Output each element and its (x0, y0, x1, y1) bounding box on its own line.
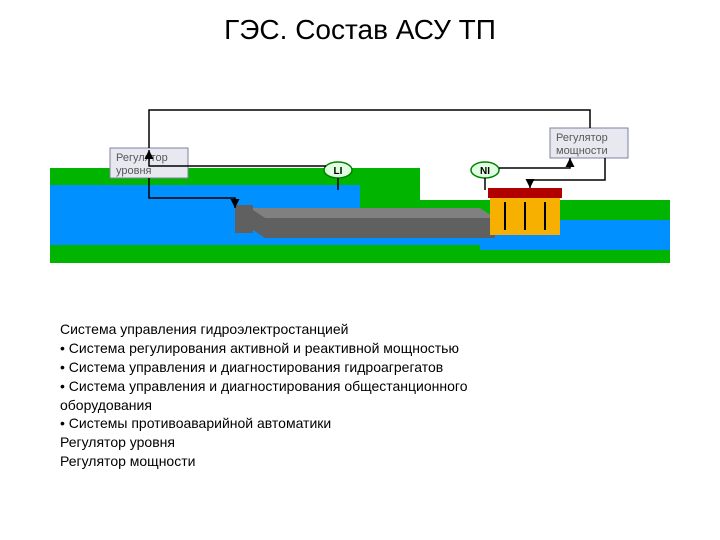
text-line: Система управления гидроэлектростанцией (60, 320, 660, 339)
power-reg-label-2: мощности (556, 145, 608, 157)
arrow-powerreg-to-turbine (530, 158, 605, 188)
diagram-svg: LI NI Регулятор уровня Регулятор мощност… (50, 90, 670, 300)
text-line: • Система управления и диагностирования … (60, 377, 660, 396)
text-line: • Система регулирования активной и реакт… (60, 339, 660, 358)
power-reg-label-1: Регулятор (556, 132, 608, 144)
text-line: • Системы противоаварийной автоматики (60, 414, 660, 433)
turbine-roof (488, 188, 562, 198)
level-reg-label-2: уровня (116, 165, 152, 177)
hydro-diagram: LI NI Регулятор уровня Регулятор мощност… (50, 90, 670, 300)
arrow-top-link (149, 110, 590, 148)
arrow-ni-to-powerreg (499, 158, 570, 168)
text-line: оборудования (60, 396, 660, 415)
text-line: • Система управления и диагностирования … (60, 358, 660, 377)
page-title: ГЭС. Состав АСУ ТП (0, 14, 720, 46)
text-line: Регулятор уровня (60, 433, 660, 452)
sensor-ni-label: NI (480, 166, 490, 177)
intake-gate (235, 205, 253, 233)
sensor-li-label: LI (334, 166, 343, 177)
description-text: Система управления гидроэлектростанцией … (60, 320, 660, 471)
dam-front (265, 218, 495, 238)
level-reg-label-1: Регулятор (116, 152, 168, 164)
dam-top (250, 208, 495, 218)
text-line: Регулятор мощности (60, 452, 660, 471)
